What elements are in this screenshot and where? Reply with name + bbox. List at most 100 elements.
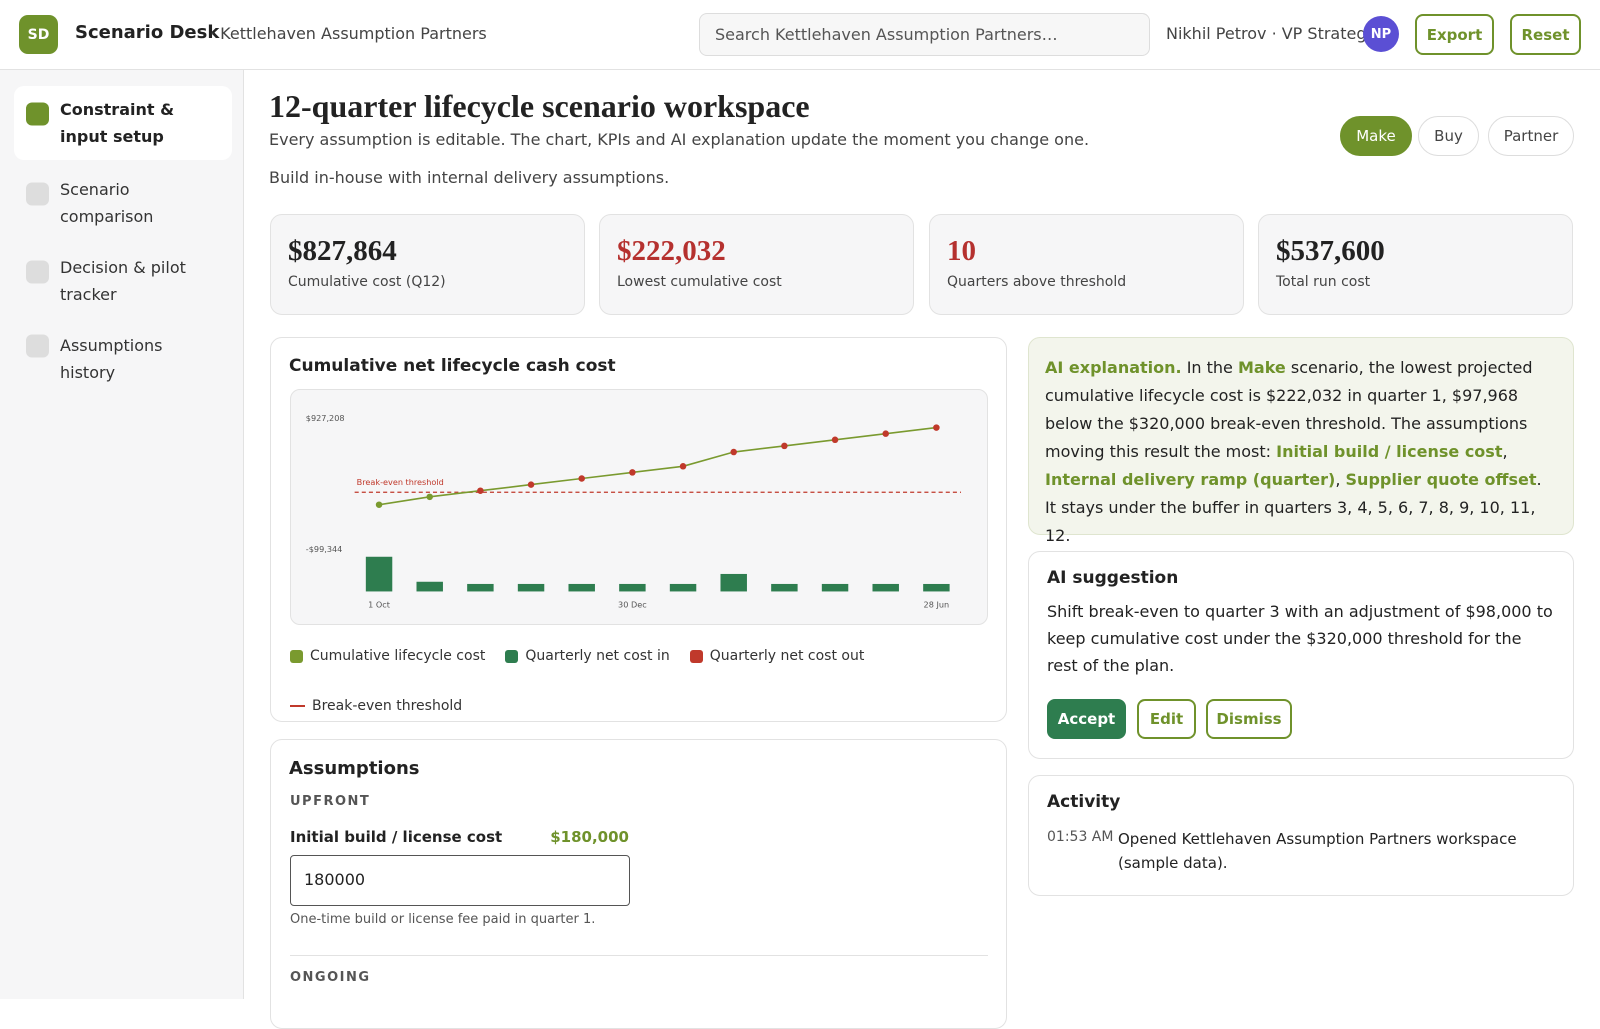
explanation-highlight: Make <box>1237 358 1286 377</box>
reset-button[interactable]: Reset <box>1510 14 1581 55</box>
assumptions-title: Assumptions <box>289 758 420 779</box>
nav-item[interactable]: Assumptions history <box>14 322 232 396</box>
help-text: One-time build or license fee paid in qu… <box>290 912 596 927</box>
nav-item[interactable]: Scenario comparison <box>14 166 232 240</box>
app-name: Scenario Desk <box>75 22 220 43</box>
bar <box>821 583 849 592</box>
point <box>629 469 636 476</box>
legend-item: Break-even threshold <box>290 684 462 728</box>
nav-label: Assumptions history <box>60 336 163 382</box>
field-value: $180,000 <box>550 828 629 846</box>
bar <box>669 583 697 592</box>
page-note: Build in-house with internal delivery as… <box>269 168 670 187</box>
export-button[interactable]: Export <box>1415 14 1494 55</box>
activity-title: Activity <box>1047 792 1121 812</box>
y-tick-label: $927,208 <box>306 413 345 423</box>
user-name: Nikhil Petrov · VP Strategy <box>1166 24 1376 43</box>
legend-item: Cumulative lifecycle cost <box>290 634 485 678</box>
activity-card: Activity 01:53 AM Opened Kettlehaven Ass… <box>1028 775 1574 896</box>
chart-title: Cumulative net lifecycle cash cost <box>289 356 616 376</box>
point <box>882 430 889 437</box>
legend-label: Break-even threshold <box>312 697 463 714</box>
x-tick-label: 30 Dec <box>618 600 647 610</box>
bar <box>365 556 393 592</box>
assumptions-card: Assumptions UPFRONT Initial build / lice… <box>270 739 1007 1029</box>
suggestion-title: AI suggestion <box>1047 568 1179 588</box>
explanation-text: , <box>1502 442 1508 461</box>
legend-label: Cumulative lifecycle cost <box>310 648 486 664</box>
point <box>375 501 383 508</box>
kpi-label: Total run cost <box>1276 274 1371 290</box>
kpi-card: $222,032 Lowest cumulative cost <box>599 214 914 315</box>
explanation-highlight: Initial build / license cost <box>1276 442 1503 461</box>
number-input[interactable]: 180000 <box>290 855 630 906</box>
kpi-card: $827,864 Cumulative cost (Q12) <box>270 214 585 315</box>
logo: SD <box>19 15 58 54</box>
dismiss-button[interactable]: Dismiss <box>1206 699 1292 739</box>
accept-button[interactable]: Accept <box>1047 699 1126 739</box>
legend-swatch <box>290 704 305 707</box>
segment-button[interactable]: Partner <box>1488 116 1574 156</box>
kpi-card: 10 Quarters above threshold <box>929 214 1244 315</box>
x-tick-label: 1 Oct <box>368 600 390 610</box>
segment-button[interactable]: Buy <box>1418 116 1479 156</box>
segment-button[interactable]: Make <box>1340 116 1412 156</box>
page-subtitle: Every assumption is editable. The chart,… <box>269 130 1090 149</box>
bar <box>517 583 545 592</box>
search[interactable]: Search Kettlehaven Assumption Partners… <box>699 13 1150 56</box>
bar <box>720 573 747 592</box>
explanation-lead: AI explanation. <box>1045 358 1182 377</box>
point <box>730 448 737 456</box>
point <box>679 463 687 470</box>
nav-label: Decision & pilot tracker <box>60 258 186 304</box>
kpi-value: $222,032 <box>617 235 726 267</box>
explanation-text: . It stays under the buffer in quarters … <box>1045 470 1542 545</box>
ai-explanation: AI explanation. In the Make scenario, th… <box>1028 337 1574 545</box>
explanation-highlight: Supplier quote offset <box>1345 470 1537 489</box>
legend-swatch <box>290 649 303 663</box>
header: SD Scenario Desk · Kettlehaven Assumptio… <box>0 0 1600 70</box>
bar <box>872 583 899 592</box>
kpi-value: $827,864 <box>288 235 397 267</box>
point <box>426 493 433 501</box>
y-tick-label: -$99,344 <box>306 544 343 554</box>
nav-item[interactable]: Decision & pilot tracker <box>14 244 232 318</box>
avatar[interactable]: NP <box>1363 16 1399 52</box>
bar <box>923 583 950 592</box>
explanation-highlight: Internal delivery ramp (quarter) <box>1045 470 1336 489</box>
legend-item: Quarterly net cost out <box>689 634 865 678</box>
nav-label: Scenario comparison <box>60 180 154 226</box>
bar <box>619 583 646 592</box>
suggestion-card: AI suggestion Shift break-even to quarte… <box>1028 551 1574 759</box>
kpi-value: 10 <box>947 235 976 267</box>
divider <box>290 955 988 956</box>
legend-label: Quarterly net cost out <box>709 648 865 664</box>
kpi-label: Lowest cumulative cost <box>617 274 782 290</box>
legend-item: Quarterly net cost in <box>505 634 670 678</box>
chart-card: Cumulative net lifecycle cash cost -$99,… <box>270 337 1007 722</box>
section-label: ONGOING <box>290 970 371 985</box>
explanation-text: , <box>1335 470 1346 489</box>
kpi-card: $537,600 Total run cost <box>1258 214 1573 315</box>
x-tick-label: 28 Jun <box>924 600 950 610</box>
suggestion-text: Shift break-even to quarter 3 with an ad… <box>1047 602 1553 675</box>
threshold-label: Break-even threshold <box>357 477 444 487</box>
org-name: · Kettlehaven Assumption Partners <box>210 24 487 43</box>
activity-time: 01:53 AM <box>1047 829 1114 845</box>
nav-item[interactable]: Constraint & input setup <box>14 86 232 160</box>
bar <box>467 583 494 592</box>
chart: -$99,344 $927,208 1 Oct 30 Dec 28 Jun Break-e… <box>306 413 962 610</box>
kpi-label: Cumulative cost (Q12) <box>288 274 446 290</box>
edit-button[interactable]: Edit <box>1137 699 1196 739</box>
legend-swatch <box>689 649 703 663</box>
nav-label: Constraint & input setup <box>60 100 175 146</box>
bar <box>416 581 443 592</box>
section-label: UPFRONT <box>290 794 371 809</box>
legend: Cumulative lifecycle cost Quarterly net c… <box>290 634 990 728</box>
point <box>578 475 585 482</box>
legend-label: Quarterly net cost in <box>525 648 670 664</box>
point <box>933 424 940 431</box>
chart-panel: -$99,344 $927,208 1 Oct 30 Dec 28 Jun Break-e… <box>290 389 988 625</box>
explanation-text: scenario, the lowest projected cumulativ… <box>1045 358 1533 461</box>
